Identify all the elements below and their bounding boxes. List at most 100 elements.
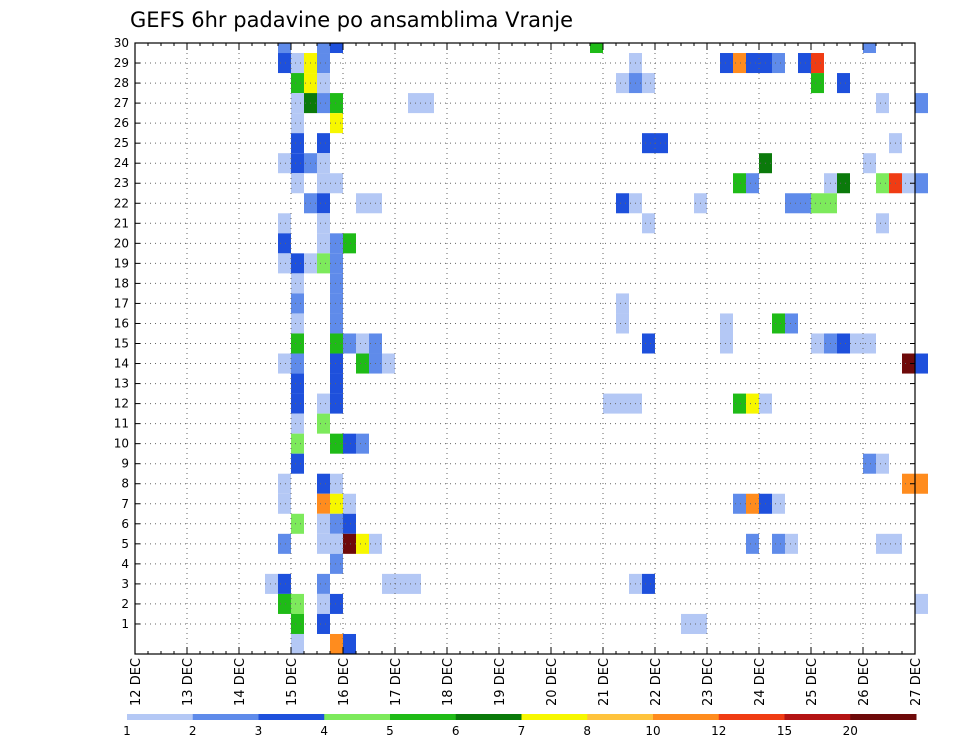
y-tick-label: 25	[114, 136, 129, 150]
heatmap-cell	[330, 433, 343, 454]
heatmap-cell	[915, 173, 928, 194]
heatmap-cell	[278, 473, 291, 494]
heatmap-cell	[642, 73, 655, 94]
heatmap-cell	[317, 153, 330, 174]
heatmap-cell	[408, 573, 421, 594]
heatmap-cell	[278, 213, 291, 234]
heatmap-cell	[772, 313, 785, 334]
heatmap-cell	[343, 513, 356, 534]
heatmap-cell	[317, 233, 330, 254]
colorbar-swatch	[653, 714, 720, 720]
heatmap-cell	[330, 393, 343, 414]
heatmap-cell	[746, 533, 759, 554]
heatmap-cell	[291, 593, 304, 614]
heatmap-cell	[317, 573, 330, 594]
colorbar-swatch	[521, 714, 588, 720]
heatmap-cell	[291, 133, 304, 154]
heatmap-cell	[278, 353, 291, 374]
colorbar-label: 6	[452, 724, 460, 738]
heatmap-cell	[291, 393, 304, 414]
heatmap-cell	[330, 493, 343, 514]
heatmap-cell	[278, 53, 291, 74]
x-tick-label: 12 DEC	[129, 658, 144, 706]
x-tick-label: 22 DEC	[649, 658, 664, 706]
heatmap-cell	[720, 313, 733, 334]
heatmap-cell	[278, 233, 291, 254]
heatmap-cell	[317, 43, 330, 54]
y-tick-label: 21	[114, 216, 129, 230]
y-tick-label: 26	[114, 116, 129, 130]
colorbar-swatch	[587, 714, 654, 720]
heatmap-cell	[291, 613, 304, 634]
y-tick-label: 12	[114, 397, 129, 411]
heatmap-cell	[278, 573, 291, 594]
heatmap-cell	[798, 193, 811, 214]
heatmap-cell	[616, 293, 629, 314]
heatmap-cell	[291, 53, 304, 74]
colorbar-label: 3	[255, 724, 263, 738]
heatmap-cell	[291, 353, 304, 374]
y-tick-label: 15	[114, 337, 129, 351]
heatmap-cell	[317, 213, 330, 234]
heatmap-cell	[746, 53, 759, 74]
y-axis: 1234567891011121314151617181920212223242…	[114, 36, 915, 631]
x-tick-label: 25 DEC	[805, 658, 820, 706]
heatmap-cell	[330, 273, 343, 294]
x-tick-label: 13 DEC	[181, 658, 196, 706]
colorbar-label: 1	[123, 724, 131, 738]
heatmap-cell	[330, 593, 343, 614]
heatmap-cell	[265, 573, 278, 594]
chart-title: GEFS 6hr padavine po ansamblima Vranje	[130, 8, 573, 32]
y-tick-label: 2	[121, 597, 129, 611]
heatmap-cell	[772, 493, 785, 514]
colorbar-swatch	[258, 714, 325, 720]
heatmap-cell	[317, 593, 330, 614]
colorbar-label: 2	[189, 724, 197, 738]
heatmap-cell	[655, 133, 668, 154]
heatmap-cell	[720, 333, 733, 354]
heatmap-cell	[798, 53, 811, 74]
colorbar-label: 12	[711, 724, 726, 738]
heatmap-cell	[746, 393, 759, 414]
heatmap-cell	[733, 493, 746, 514]
heatmap-cell	[291, 513, 304, 534]
heatmap-cell	[291, 333, 304, 354]
y-tick-label: 6	[121, 517, 129, 531]
x-tick-label: 21 DEC	[597, 658, 612, 706]
heatmap-cell	[876, 533, 889, 554]
heatmap-cell	[681, 613, 694, 634]
colorbar-label: 8	[583, 724, 591, 738]
heatmap-cell	[278, 43, 291, 54]
heatmap-cell	[356, 333, 369, 354]
heatmap-cell	[811, 73, 824, 94]
x-tick-label: 26 DEC	[857, 658, 872, 706]
heatmap-cell	[746, 493, 759, 514]
heatmap-cell	[876, 93, 889, 114]
heatmap-cell	[330, 293, 343, 314]
grid-lines	[135, 42, 915, 654]
colorbar: 1 2 3 4 5 6 7 8 10 12 15 20	[123, 714, 917, 738]
y-tick-label: 29	[114, 56, 129, 70]
x-tick-label: 14 DEC	[233, 658, 248, 706]
heatmap-cell	[382, 353, 395, 374]
heatmap-cell	[343, 633, 356, 654]
colorbar-label: 7	[518, 724, 526, 738]
colorbar-swatch	[324, 714, 391, 720]
heatmap-cell	[317, 133, 330, 154]
heatmap-cell	[317, 393, 330, 414]
heatmap-cell	[343, 233, 356, 254]
heatmap-cell	[330, 253, 343, 274]
heatmap-cell	[837, 333, 850, 354]
y-tick-label: 20	[114, 236, 129, 250]
heatmap-cell	[837, 173, 850, 194]
x-tick-label: 17 DEC	[389, 658, 404, 706]
heatmap-cell	[330, 93, 343, 114]
y-tick-label: 19	[114, 256, 129, 270]
y-tick-label: 14	[114, 357, 129, 371]
heatmap-cell	[317, 473, 330, 494]
colorbar-swatch	[390, 714, 457, 720]
y-tick-label: 27	[114, 96, 129, 110]
heatmap-cell	[343, 333, 356, 354]
colorbar-swatch	[127, 714, 194, 720]
heatmap-cell	[642, 213, 655, 234]
